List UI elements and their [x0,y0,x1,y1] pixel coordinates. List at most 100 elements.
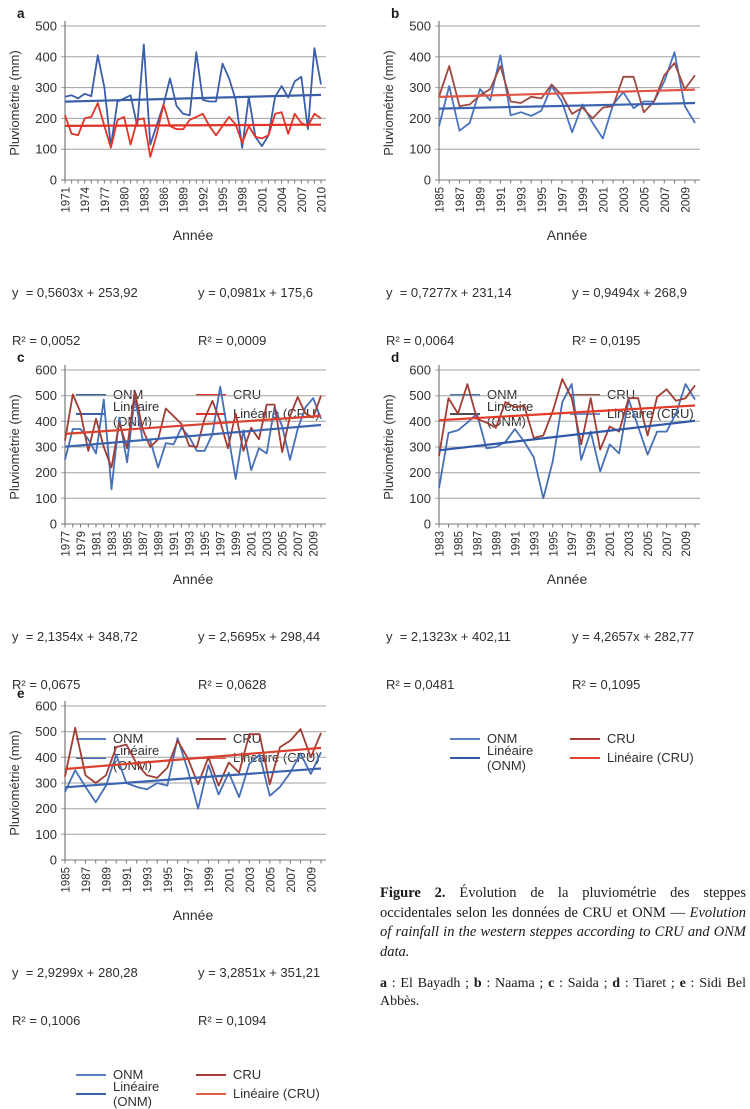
svg-text:400: 400 [35,49,57,64]
svg-text:1987: 1987 [472,531,484,557]
chart-a-block: a 0 100 200 300 400 500 1971 1974 1977 1980 1983 19… [7,6,374,429]
r2-onm: R² = 0,1095 [572,677,641,692]
svg-text:1985: 1985 [454,531,466,557]
svg-text:2009: 2009 [309,531,321,557]
svg-text:100: 100 [409,142,431,157]
svg-text:1997: 1997 [557,187,569,213]
r2-onm: R² = 0,1006 [12,1013,81,1028]
legend-line-swatch [76,412,106,415]
chart-d-legend: ONM CRU Linéaire (ONM) Linéaire (CRU) [382,729,748,773]
r2-onm: R² = 0,0052 [12,333,81,348]
svg-text:1993: 1993 [185,531,197,557]
chart-b-equations: y = 0,7277x + 231,14 R² = 0,0064 y = 0,9… [382,253,748,381]
legend-label: ONM [113,731,144,746]
svg-text:1995: 1995 [218,187,230,213]
svg-text:0: 0 [424,173,431,188]
site-name-a: : El Bayadh ; [387,976,474,991]
svg-text:2009: 2009 [681,531,693,557]
svg-text:400: 400 [409,49,431,64]
site-key-b: b [473,976,482,991]
svg-text:100: 100 [35,142,57,157]
svg-text:2009: 2009 [306,867,318,893]
svg-text:300: 300 [35,776,57,791]
chart-a-equations: y = 0,5603x + 253,92 R² = 0,0052 y = 0,0… [8,253,374,381]
svg-text:1977: 1977 [61,531,73,557]
chart-e-equations: y = 2,9299x + 280,28 R² = 0,1006 y = 3,2… [8,933,374,1061]
svg-text:1991: 1991 [169,531,181,557]
svg-text:2005: 2005 [643,531,655,557]
svg-text:1999: 1999 [204,867,216,893]
svg-text:300: 300 [35,80,57,95]
svg-text:500: 500 [409,19,431,34]
equation-cru: y = 0,0981x + 175,6 [198,285,313,300]
svg-text:2005: 2005 [265,867,277,893]
svg-text:1977: 1977 [100,187,112,213]
svg-text:300: 300 [409,440,431,455]
caption-site-key-list: a : El Bayadh ; b : Naama ; c : Saida ; … [380,975,746,1011]
legend-line-swatch [450,412,480,415]
svg-text:2005: 2005 [278,531,290,557]
svg-text:1983: 1983 [107,531,119,557]
svg-text:1993: 1993 [516,187,528,213]
site-key-d: d [612,976,621,991]
caption-text: Figure 2. Évolution de la pluviométrie d… [380,884,746,962]
svg-text:1979: 1979 [76,531,88,557]
svg-text:1980: 1980 [120,187,132,213]
svg-text:1974: 1974 [80,186,92,212]
svg-text:Pluviométrie (mm): Pluviométrie (mm) [8,730,22,835]
svg-text:200: 200 [409,111,431,126]
site-name-c: : Saida ; [554,976,613,991]
legend-label: Linéaire (CRU) [607,750,694,765]
svg-text:Pluviométrie (mm): Pluviométrie (mm) [8,394,22,499]
chart-b-panel-label: b [391,6,400,21]
legend-line-swatch [196,1073,226,1076]
svg-text:2009: 2009 [680,187,692,213]
svg-text:Pluviométrie (mm): Pluviométrie (mm) [8,50,22,155]
r2-cru: R² = 0,0009 [198,333,267,348]
svg-text:0: 0 [50,173,57,188]
svg-text:2007: 2007 [293,531,305,557]
svg-text:2007: 2007 [286,867,298,893]
equation-cru: y = 0,9494x + 268,9 [572,285,687,300]
svg-text:1985: 1985 [123,531,135,557]
svg-text:100: 100 [35,827,57,842]
svg-text:2003: 2003 [624,531,636,557]
legend-item-cru: CRU [570,731,635,746]
svg-text:100: 100 [35,491,57,506]
svg-text:2010: 2010 [317,187,329,213]
legend-line-swatch [76,737,106,740]
svg-text:2004: 2004 [277,186,289,212]
equation-onm: y = 4,2657x + 282,77 [572,629,695,644]
svg-text:2001: 2001 [605,531,617,557]
site-key-e: e [679,976,686,991]
svg-text:1987: 1987 [81,867,93,893]
legend-line-swatch [76,393,106,396]
legend-line-swatch [450,737,480,740]
svg-text:Année: Année [173,571,214,587]
svg-text:500: 500 [35,388,57,403]
line-chart-svg: 0 100 200 300 400 500 600 1985 1987 1989 1991 1993 1… [7,699,326,923]
svg-text:1998: 1998 [238,187,250,213]
svg-text:Année: Année [173,907,214,923]
svg-text:2005: 2005 [639,187,651,213]
chart-d-equations: y = 2,1323x + 402,11 R² = 0,0481 y = 4,2… [382,597,748,725]
legend-label: Linéaire (ONM) [113,1078,160,1109]
legend-label: CRU [233,1067,262,1082]
svg-text:1995: 1995 [537,187,549,213]
line-chart-svg: 0 100 200 300 400 500 600 1983 1985 1987 1989 1991 1… [381,363,700,587]
legend-line-swatch [196,1092,226,1095]
legend-item-lin-onm: Linéaire (ONM) [450,743,570,773]
svg-text:100: 100 [409,491,431,506]
chart-c-panel-label: c [17,350,25,365]
svg-text:200: 200 [35,465,57,480]
svg-text:Année: Année [173,227,214,243]
svg-text:1991: 1991 [496,187,508,213]
chart-e-plot: 0 100 200 300 400 500 600 1985 1987 1989 1991 1993 1… [7,690,374,931]
svg-text:1985: 1985 [61,867,73,893]
svg-text:1983: 1983 [435,531,447,557]
svg-text:Année: Année [547,227,588,243]
svg-text:400: 400 [409,414,431,429]
svg-text:1993: 1993 [142,867,154,893]
svg-text:1989: 1989 [154,531,166,557]
